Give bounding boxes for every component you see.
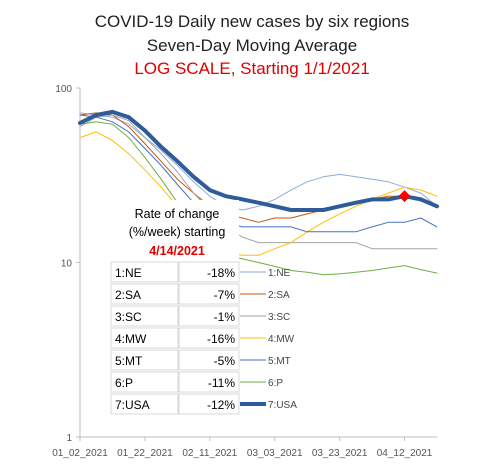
table-cell-rate-bg <box>178 305 240 327</box>
table-region: 4:MW <box>115 332 147 346</box>
legend-label: 3:SC <box>268 312 290 323</box>
chart-subtitle: Seven-Day Moving Average <box>147 36 357 55</box>
x-tick-label: 01_22_2021 <box>117 448 173 459</box>
table-rows: 1:NE -18% 2:SA -7% 3:SC -1% 4:MW -16% 5:MT -5% 6:P… <box>110 261 240 415</box>
series-line-1ne <box>79 112 438 211</box>
table-region: 3:SC <box>115 310 142 324</box>
table-cell-region-bg <box>110 261 179 283</box>
chart-title: COVID-19 Daily new cases by six regions <box>95 12 410 31</box>
table-cell-rate-bg <box>178 371 240 393</box>
x-ticks: 01_02_2021 01_22_2021 02_11_2021 03_03_2021… <box>52 437 433 459</box>
table-header-line1: Rate of change <box>135 207 220 221</box>
table-rate: -1% <box>214 310 236 324</box>
x-tick-label: 03_03_2021 <box>247 448 303 459</box>
table-rate: -7% <box>214 288 236 302</box>
table-rate: -16% <box>207 332 235 346</box>
highlight-layer <box>398 190 411 203</box>
table-region: 1:NE <box>115 266 142 280</box>
table-cell-region-bg <box>110 305 179 327</box>
y-ticks: 100 10 1 <box>55 84 80 444</box>
x-tick-label: 01_02_2021 <box>52 448 108 459</box>
table-rate: -11% <box>208 376 235 390</box>
x-tick-label: 04_12_2021 <box>377 448 433 459</box>
table-region: 7:USA <box>115 398 150 412</box>
series-line-3sc <box>79 114 438 250</box>
series-line-7usa <box>78 109 439 212</box>
table-cell-rate-bg <box>178 261 240 283</box>
table-header-date: 4/14/2021 <box>149 244 205 258</box>
table-cell-rate-bg <box>178 327 240 349</box>
series-line-4mw <box>79 131 438 256</box>
legend-label: 4:MW <box>268 334 295 345</box>
series-line-5mt <box>79 114 438 233</box>
table-cell-region-bg <box>110 371 179 393</box>
legend-label: 2:SA <box>268 290 290 301</box>
chart-subtitle-log: LOG SCALE, Starting 1/1/2021 <box>134 59 369 78</box>
table-cell-region-bg <box>110 349 179 371</box>
table-cell-rate-bg <box>178 393 240 415</box>
y-tick-label: 100 <box>55 84 72 95</box>
table-cell-rate-bg <box>178 283 240 305</box>
table-rate: -12% <box>207 398 235 412</box>
table-region: 6:P <box>115 376 133 390</box>
legend-label: 1:NE <box>268 268 291 279</box>
table-rate: -5% <box>214 354 236 368</box>
table-region: 5:MT <box>115 354 143 368</box>
x-tick-label: 02_11_2021 <box>182 448 237 459</box>
x-tick-label: 03_23_2021 <box>312 448 368 459</box>
table-rate: -18% <box>207 266 235 280</box>
legend: 1:NE 2:SA 3:SC 4:MW 5:MT 6:P 7:USA <box>240 268 297 411</box>
table-cell-region-bg <box>110 393 179 415</box>
table-region: 2:SA <box>115 288 141 302</box>
table-header-bg <box>110 200 239 260</box>
legend-label: 6:P <box>268 378 283 389</box>
y-tick-label: 1 <box>66 433 72 444</box>
series-line-6p <box>79 121 438 276</box>
table-cell-region-bg <box>110 327 179 349</box>
table-header-line2: (%/week) starting <box>129 225 226 239</box>
series-lines <box>78 109 439 276</box>
rate-table: Rate of change (%/week) starting 4/14/20… <box>110 200 240 415</box>
legend-label: 7:USA <box>268 400 297 411</box>
y-tick-label: 10 <box>61 259 73 270</box>
table-cell-region-bg <box>110 283 179 305</box>
table-cell-rate-bg <box>178 349 240 371</box>
legend-label: 5:MT <box>268 356 291 367</box>
highlight-marker <box>398 190 411 203</box>
